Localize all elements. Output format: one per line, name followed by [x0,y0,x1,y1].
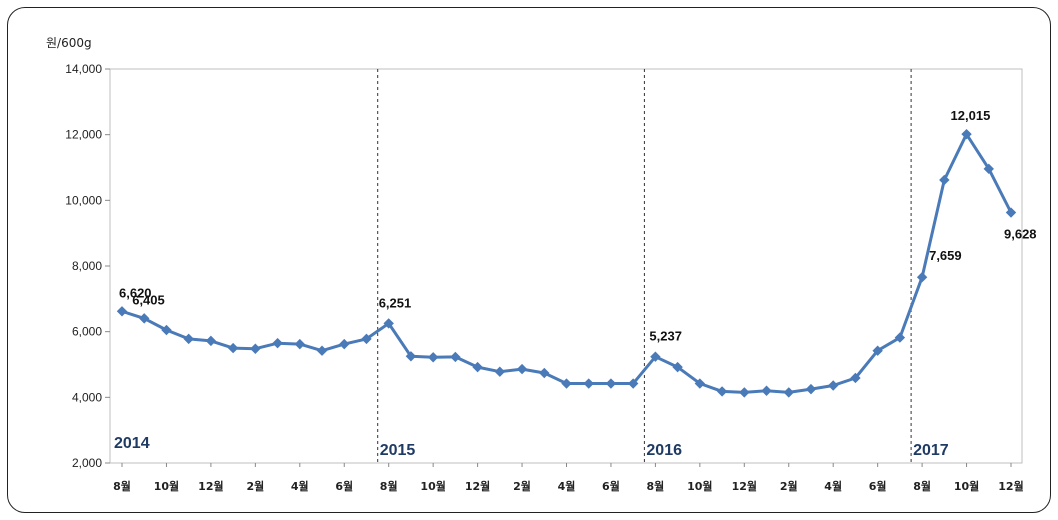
data-point [250,343,261,354]
data-point [894,332,906,343]
x-axis-ticks: 8월 10월 12월 2월 4월 6월 8월 10월 12월 2월 4월 6월 8월 10월 12월 2월 4월… [113,463,1024,493]
year-label: 2014 [114,435,150,452]
data-point [716,386,728,397]
data-point [939,174,950,186]
chart-frame [7,7,1051,513]
data-point [450,351,461,363]
data-point [427,352,439,363]
x-tick-label: 2월 [246,479,264,493]
data-point [783,387,794,398]
data-point [694,378,706,389]
x-tick-label: 10월 [420,479,445,493]
data-point [672,361,683,373]
data-point [739,387,750,398]
data-point [294,338,306,350]
x-tick-label: 6월 [335,479,353,493]
x-tick-label: 2월 [780,479,798,493]
data-point [383,318,394,329]
y-unit-label: 원/600g [46,36,92,50]
data-point [627,378,639,389]
x-tick-label: 4월 [558,479,576,493]
data-label: 12,015 [951,108,991,123]
year-label: 2015 [380,442,416,459]
data-point [139,313,150,324]
year-labels: 2014 2015 2016 2017 [114,435,949,459]
x-tick-label: 4월 [824,479,842,493]
data-label: 6,251 [379,295,412,310]
data-point [272,337,283,349]
data-point [361,333,372,345]
y-tick-label: 8,000 [72,259,102,273]
y-tick-label: 4,000 [72,390,102,404]
data-point [472,361,483,373]
x-tick-label: 8월 [913,479,931,493]
data-point [227,342,239,354]
data-point [405,351,417,362]
y-tick-label: 2,000 [72,456,102,470]
y-tick-label: 10,000 [65,193,102,207]
data-label: 6,405 [132,292,165,307]
x-tick-label: 8월 [647,479,665,493]
x-tick-label: 12월 [998,479,1023,493]
y-tick-label: 6,000 [72,325,102,339]
data-point [539,367,550,379]
data-point [516,363,528,375]
x-tick-label: 6월 [602,479,620,493]
data-point [205,335,217,347]
data-label: 5,237 [649,329,682,344]
data-point [605,378,617,389]
x-tick-label: 10월 [154,479,179,493]
data-point [583,378,594,389]
x-tick-label: 10월 [954,479,979,493]
y-tick-label: 14,000 [65,62,102,76]
data-point [850,372,861,384]
x-tick-label: 12월 [198,479,223,493]
x-tick-label: 12월 [732,479,757,493]
data-point [983,163,994,175]
x-tick-label: 8월 [113,479,131,493]
data-point [1005,207,1017,218]
year-divider-lines [377,69,912,463]
data-point [494,366,506,377]
data-point [561,378,572,389]
y-axis-ticks: 2,000 4,000 6,000 8,000 10,000 12,000 14,000 [65,62,110,470]
year-label: 2016 [646,442,682,459]
x-tick-label: 10월 [687,479,712,493]
x-tick-label: 12월 [465,479,490,493]
plot-border [109,68,1023,464]
data-point [116,306,128,317]
data-label: 7,659 [929,248,962,263]
data-label: 6,620 [119,285,152,300]
data-point [872,345,883,356]
data-point [339,338,350,350]
data-point [761,385,772,396]
data-point [827,380,839,391]
year-label: 2017 [913,442,949,459]
y-tick-label: 12,000 [65,128,102,142]
x-tick-label: 2월 [513,479,531,493]
x-tick-label: 6월 [869,479,887,493]
data-point [805,383,817,395]
data-point [161,324,172,336]
data-point [961,128,972,140]
data-point [650,351,661,362]
data-point [316,345,328,356]
x-tick-label: 8월 [380,479,398,493]
x-tick-label: 4월 [291,479,309,493]
data-label: 9,628 [1004,227,1037,242]
series-price [116,128,1017,398]
data-point [916,271,928,283]
data-point [183,333,194,345]
plot-area [109,68,1023,464]
